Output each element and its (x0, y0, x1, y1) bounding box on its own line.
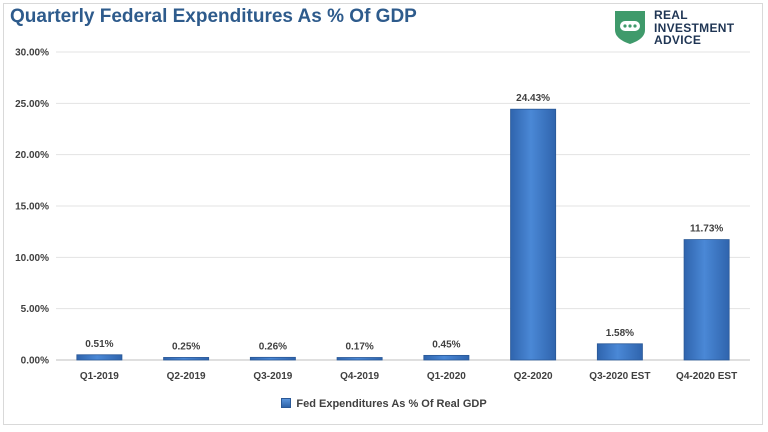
data-label: 0.45% (432, 339, 460, 350)
data-label: 0.26% (259, 341, 287, 352)
logo-line-2: INVESTMENT (654, 20, 735, 35)
data-label: 0.17% (345, 342, 373, 353)
x-tick-label: Q4-2020 EST (676, 371, 737, 382)
y-tick-label: 0.00% (21, 356, 49, 367)
legend-swatch (281, 398, 292, 409)
data-label: 1.58% (606, 328, 634, 339)
data-label: 0.25% (172, 341, 200, 352)
bar (249, 356, 296, 361)
logo-line-3: ADVICE (654, 33, 702, 47)
y-tick-label: 20.00% (15, 150, 49, 161)
y-tick-label: 5.00% (21, 304, 49, 315)
y-tick-label: 25.00% (15, 99, 49, 110)
bar (510, 108, 557, 361)
y-tick-label: 10.00% (15, 253, 49, 264)
x-tick-label: Q3-2019 (253, 371, 292, 382)
y-tick-label: 30.00% (15, 48, 49, 59)
logo-line-1: REAL (654, 8, 688, 22)
x-tick-label: Q4-2019 (340, 371, 379, 382)
logo-icon (615, 11, 645, 44)
x-tick-label: Q2-2020 (514, 371, 553, 382)
x-tick-label: Q2-2019 (167, 371, 206, 382)
bar (683, 239, 730, 361)
x-tick-label: Q1-2019 (80, 371, 119, 382)
data-label: 11.73% (690, 224, 723, 235)
chart-legend: Fed Expenditures As % Of Real GDP (0, 398, 768, 410)
y-tick-label: 15.00% (15, 202, 49, 213)
legend-label: Fed Expenditures As % Of Real GDP (296, 398, 487, 410)
data-label: 0.51% (85, 339, 113, 350)
chart-title: Quarterly Federal Expenditures As % Of G… (10, 6, 417, 27)
x-tick-label: Q3-2020 EST (589, 371, 650, 382)
bar (163, 357, 210, 361)
bar (596, 343, 643, 361)
x-tick-label: Q1-2020 (427, 371, 466, 382)
bar (336, 357, 383, 361)
data-label: 24.43% (516, 93, 550, 104)
bar (423, 354, 470, 361)
bar (76, 354, 123, 361)
logo: REAL INVESTMENT ADVICE (611, 8, 761, 46)
